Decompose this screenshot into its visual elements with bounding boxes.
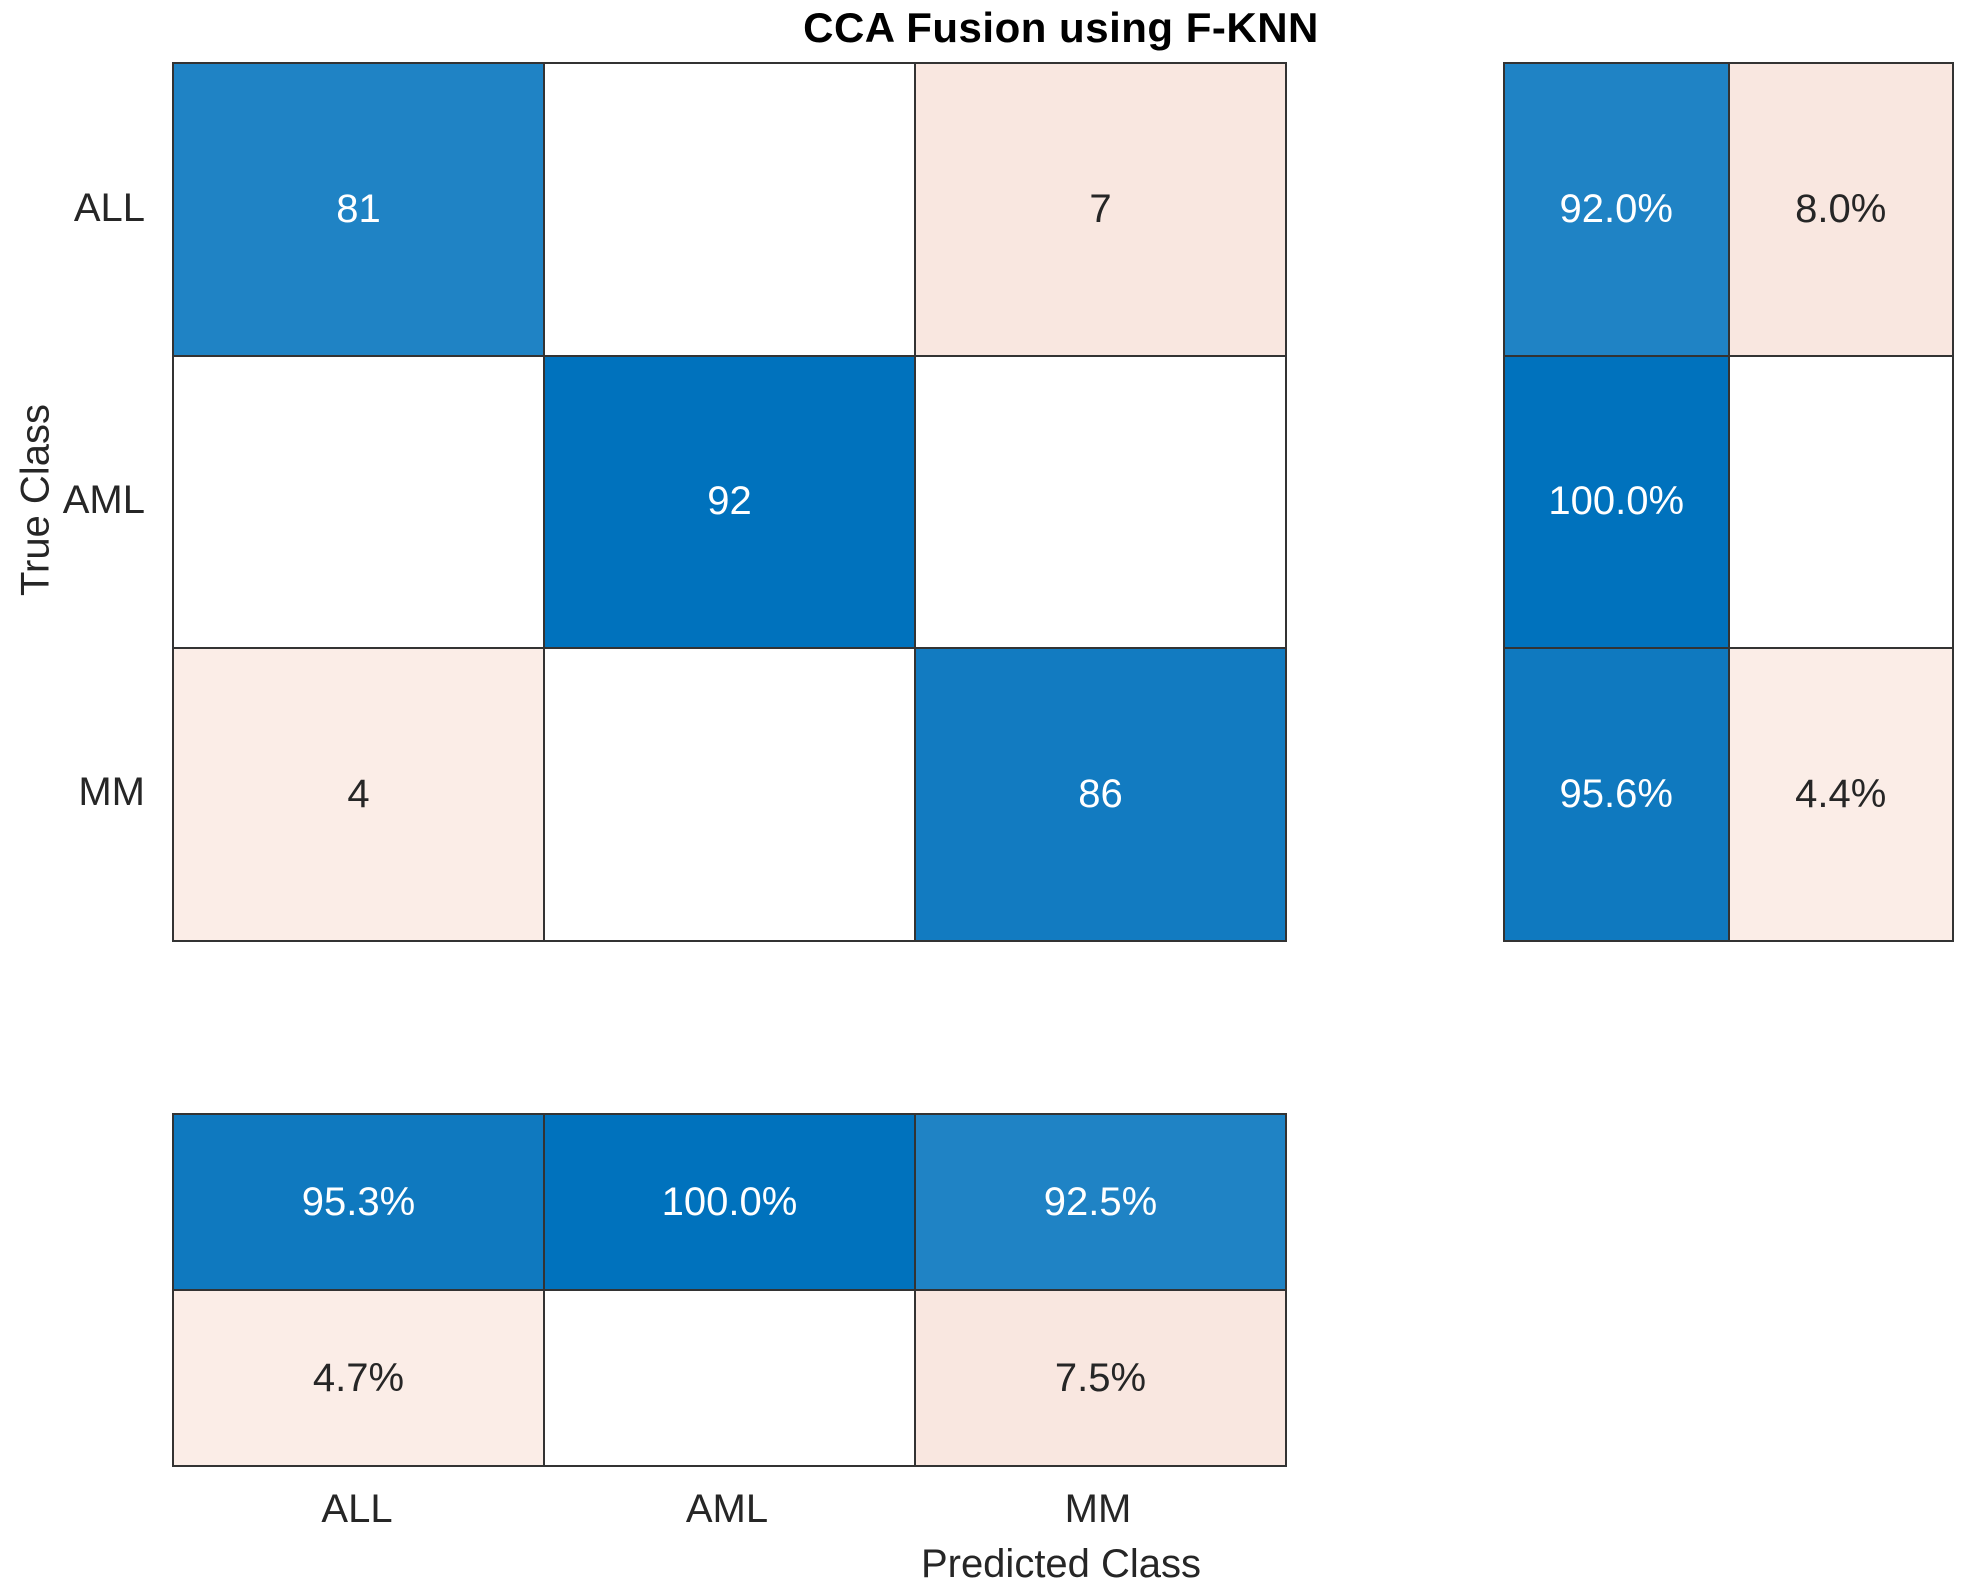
row-summary-cell-aml-incorrect bbox=[1729, 356, 1952, 648]
row-summary-cell-aml-correct: 100.0% bbox=[1505, 356, 1728, 648]
matrix-cell-true-mm-pred-all: 4 bbox=[174, 649, 543, 940]
matrix-cell-true-all-pred-all: 81 bbox=[174, 64, 543, 355]
chart-title: CCA Fusion using F-KNN bbox=[803, 4, 1319, 51]
matrix-cell-true-aml-pred-all bbox=[174, 356, 543, 648]
col-summary-cell-aml-incorrect bbox=[545, 1291, 914, 1465]
column-summary-grid: 95.3% 100.0% 92.5% 4.7% 7.5% bbox=[172, 1113, 1287, 1467]
matrix-cell-true-all-pred-mm: 7 bbox=[916, 64, 1285, 355]
row-label-mm: MM bbox=[78, 770, 145, 814]
matrix-cell-true-mm-pred-aml bbox=[545, 649, 914, 940]
col-summary-cell-aml-correct: 100.0% bbox=[545, 1115, 914, 1289]
x-axis-label: Predicted Class bbox=[920, 1542, 1202, 1586]
row-summary-grid: 92.0% 8.0% 100.0% 95.6% 4.4% bbox=[1503, 62, 1954, 942]
matrix-cell-true-mm-pred-mm: 86 bbox=[916, 649, 1285, 940]
row-summary-cell-all-incorrect: 8.0% bbox=[1729, 64, 1952, 355]
row-label-aml: AML bbox=[62, 478, 145, 522]
col-label-aml: AML bbox=[685, 1487, 769, 1531]
col-label-all: ALL bbox=[321, 1487, 393, 1531]
col-label-mm: MM bbox=[1064, 1487, 1132, 1531]
row-label-all: ALL bbox=[73, 186, 145, 230]
row-summary-cell-mm-incorrect: 4.4% bbox=[1729, 649, 1952, 940]
row-summary-cell-mm-correct: 95.6% bbox=[1505, 649, 1728, 940]
col-summary-cell-mm-correct: 92.5% bbox=[916, 1115, 1285, 1289]
matrix-cell-true-all-pred-aml bbox=[545, 64, 914, 355]
col-summary-cell-mm-incorrect: 7.5% bbox=[916, 1291, 1285, 1465]
matrix-cell-true-aml-pred-mm bbox=[916, 356, 1285, 648]
col-summary-cell-all-incorrect: 4.7% bbox=[174, 1291, 543, 1465]
col-summary-cell-all-correct: 95.3% bbox=[174, 1115, 543, 1289]
matrix-cell-true-aml-pred-aml: 92 bbox=[545, 356, 914, 648]
row-summary-cell-all-correct: 92.0% bbox=[1505, 64, 1728, 355]
confusion-matrix-grid: 81 7 92 4 86 bbox=[172, 62, 1287, 942]
